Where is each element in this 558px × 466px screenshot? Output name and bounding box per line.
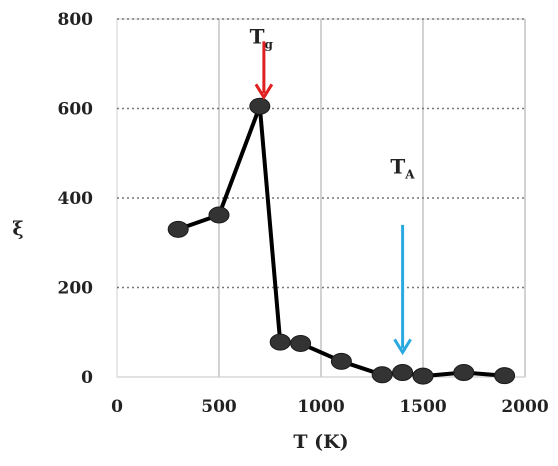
y-axis-label: ξ: [12, 218, 23, 240]
data-point: [167, 220, 189, 238]
annotation-layer: Tg TA: [250, 25, 415, 356]
y-tick-label: 200: [58, 279, 94, 299]
axis-layer: 0 500 1000 1500 2000 0 200 400 600 800: [58, 10, 549, 417]
x-tick-label: 2000: [501, 397, 548, 417]
annotation-ta-label: TA: [390, 154, 415, 181]
data-point: [290, 334, 312, 352]
data-point: [392, 364, 414, 382]
x-tick-label: 500: [201, 397, 237, 417]
annotation-tg-label: Tg: [250, 25, 274, 52]
annotation-ta-arrow-head: [393, 338, 412, 356]
x-tick-label: 1000: [297, 397, 344, 417]
data-point: [330, 352, 352, 370]
data-point: [412, 367, 434, 385]
data-point: [371, 366, 393, 384]
data-point: [494, 367, 516, 385]
annotation-tg-arrow-head: [254, 83, 274, 101]
annotation-tg-subscript: g: [264, 38, 273, 52]
x-tick-label: 0: [111, 397, 123, 417]
y-tick-label: 400: [58, 189, 94, 209]
y-tick-label: 0: [81, 368, 93, 388]
y-tick-label: 600: [58, 100, 94, 120]
data-point: [208, 206, 230, 224]
data-point: [453, 364, 475, 382]
data-point: [269, 333, 291, 351]
y-tick-label: 800: [58, 10, 94, 30]
data-point: [249, 97, 271, 115]
x-axis-label: T (K): [293, 431, 348, 453]
series-layer: [167, 97, 516, 385]
x-tick-label: 1500: [399, 397, 446, 417]
grid-layer: [117, 18, 526, 377]
annotation-ta-subscript: A: [404, 167, 415, 181]
series-line: [177, 104, 505, 379]
